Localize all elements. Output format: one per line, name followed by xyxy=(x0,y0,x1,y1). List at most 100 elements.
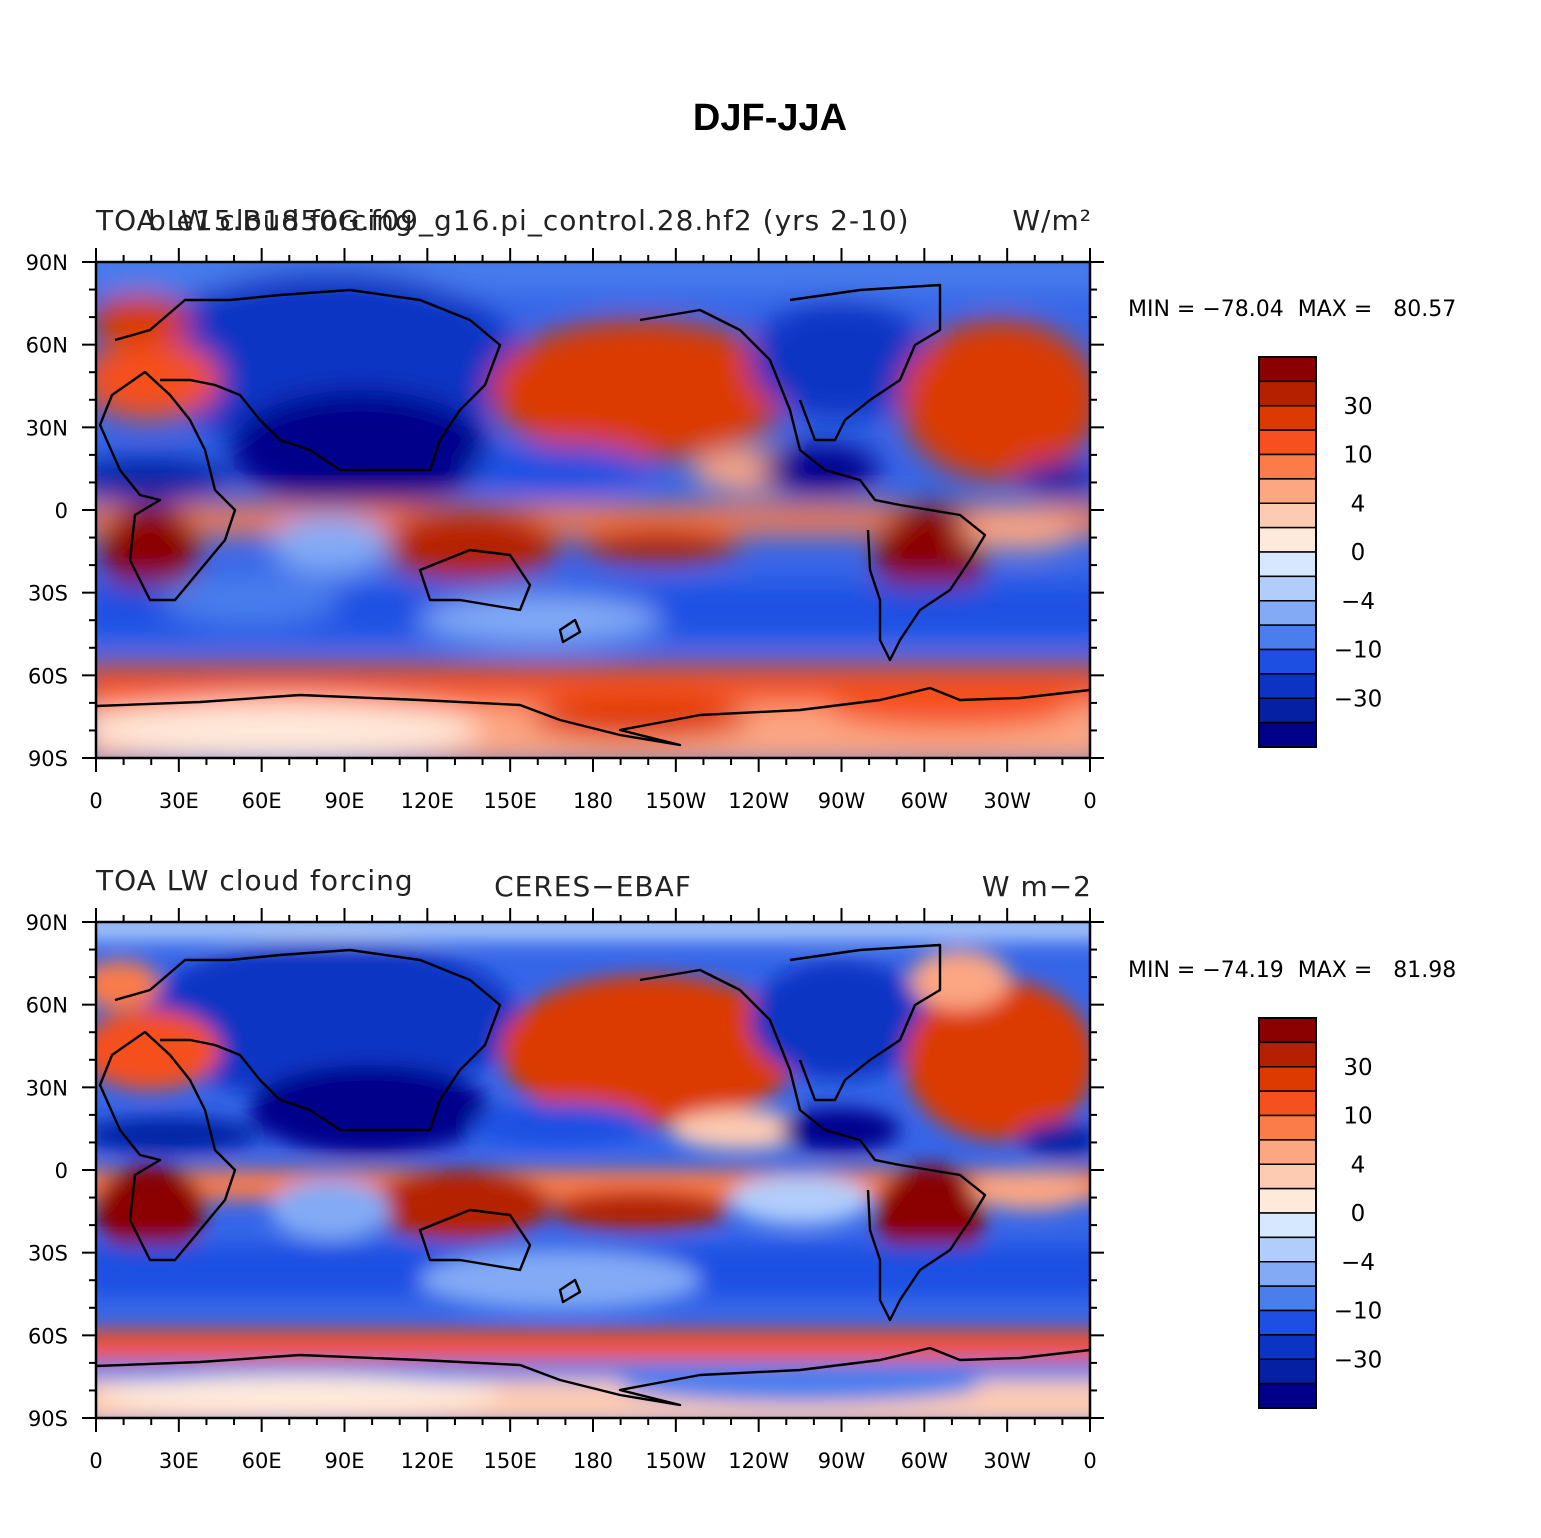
lat-tick-label: 60S xyxy=(28,664,68,688)
panel2-center-title: CERES−EBAF xyxy=(494,870,692,903)
colorbar-label: 10 xyxy=(1343,443,1372,469)
colorbar-swatch xyxy=(1258,1285,1317,1312)
colorbar-label: −10 xyxy=(1334,638,1383,664)
lon-tick-label: 120W xyxy=(728,789,789,813)
lat-tick-label: 90S xyxy=(28,747,68,771)
panel1-field xyxy=(96,262,1090,758)
colorbar-label: 10 xyxy=(1343,1104,1372,1130)
lon-tick-label: 30E xyxy=(159,789,199,813)
lat-tick-label: 90N xyxy=(26,911,68,935)
colorbar-swatch xyxy=(1258,673,1317,699)
lat-tick-label: 30N xyxy=(26,416,68,440)
panel1-min-max: MIN = −78.04 MAX = 80.57 xyxy=(1128,297,1456,322)
panel1-lon-labels: 0 30E 60E 90E 120E 150E 180 150W 120W 90W 60W 30W 0 xyxy=(89,789,1096,813)
colorbar-swatch xyxy=(1258,526,1317,553)
lon-tick-label: 30E xyxy=(159,1449,199,1473)
colorbar-swatch xyxy=(1258,1041,1317,1068)
lon-tick-label: 90E xyxy=(325,789,365,813)
colorbar-swatch xyxy=(1258,1017,1317,1044)
colorbar-label: 30 xyxy=(1343,1055,1372,1081)
colorbar-swatch xyxy=(1258,600,1317,626)
panel2-field xyxy=(96,922,1090,1418)
colorbar-swatch xyxy=(1258,1334,1317,1360)
colorbar-label: 0 xyxy=(1351,1201,1366,1227)
lat-tick-label: 60N xyxy=(26,994,68,1018)
colorbar-swatch xyxy=(1258,1358,1317,1385)
panel1-ticks xyxy=(82,248,1104,772)
panel2-ticks xyxy=(82,908,1104,1432)
colorbar-swatch xyxy=(1258,429,1317,456)
colorbar-label: −30 xyxy=(1334,1347,1383,1373)
lon-tick-label: 120E xyxy=(401,789,454,813)
colorbar-swatch xyxy=(1258,551,1317,578)
lon-tick-label: 180 xyxy=(573,789,613,813)
colorbar-label: −4 xyxy=(1341,589,1375,615)
colorbar-swatch xyxy=(1258,1090,1317,1117)
lon-tick-label: 30W xyxy=(983,789,1031,813)
colorbar-swatch xyxy=(1258,453,1317,480)
colorbar-frame xyxy=(1258,1017,1317,1409)
lon-tick-label: 60W xyxy=(901,789,949,813)
lon-tick-label: 0 xyxy=(89,1449,102,1473)
lat-tick-label: 90N xyxy=(26,251,68,275)
panel2-units: W m−2 xyxy=(982,870,1092,903)
panel1-center-title: b.e15.B1850G.f09_g16.pi_control.28.hf2 (… xyxy=(148,204,910,237)
colorbar-frame xyxy=(1258,356,1317,748)
lat-tick-label: 30S xyxy=(28,1242,68,1266)
panel2-left-title: TOA LW cloud forcing xyxy=(95,864,414,897)
lon-tick-label: 60E xyxy=(242,1449,282,1473)
panel2-lon-labels: 0 30E 60E 90E 120E 150E 180 150W 120W 90W 60W 30W 0 xyxy=(89,1449,1096,1473)
colorbar-swatch xyxy=(1258,502,1317,529)
panel1-lat-labels: 90N 60N 30N 0 30S 60S 90S xyxy=(26,251,68,771)
colorbar-label: −4 xyxy=(1341,1250,1375,1276)
lon-tick-label: 0 xyxy=(89,789,102,813)
colorbar-swatch xyxy=(1258,721,1317,748)
colorbar-swatch xyxy=(1258,648,1317,675)
colorbar-swatch xyxy=(1258,356,1317,383)
lon-tick-label: 180 xyxy=(573,1449,613,1473)
panel1-left-title: TOA LW cloud forcing xyxy=(95,204,414,237)
colorbar-swatch xyxy=(1258,575,1317,602)
lon-tick-label: 0 xyxy=(1083,1449,1096,1473)
lon-tick-label: 90W xyxy=(818,789,866,813)
colorbar-label: 30 xyxy=(1343,394,1372,420)
lon-tick-label: 150W xyxy=(645,789,706,813)
lon-tick-label: 90E xyxy=(325,1449,365,1473)
colorbar-swatch xyxy=(1258,1212,1317,1239)
colorbar-label: 4 xyxy=(1351,1152,1366,1178)
colorbar-swatch xyxy=(1258,1309,1317,1336)
colorbar-swatch xyxy=(1258,1236,1317,1263)
colorbar-swatch xyxy=(1258,1187,1317,1214)
lat-tick-label: 0 xyxy=(55,499,68,523)
lat-tick-label: 30N xyxy=(26,1076,68,1100)
lat-tick-label: 30S xyxy=(28,582,68,606)
colorbar-swatch xyxy=(1258,1066,1317,1092)
lon-tick-label: 120E xyxy=(401,1449,454,1473)
colorbar-swatch xyxy=(1258,380,1317,407)
panel-model: TOA LW cloud forcing b.e15.B1850G.f09_g1… xyxy=(26,204,1457,813)
panel1-units: W/m² xyxy=(1012,204,1092,237)
colorbar-swatch xyxy=(1258,1163,1317,1190)
colorbar-label: −10 xyxy=(1334,1299,1383,1325)
colorbar-label: 0 xyxy=(1351,540,1366,566)
colorbar-swatch xyxy=(1258,1114,1317,1141)
colorbar-label: 4 xyxy=(1351,491,1366,517)
lon-tick-label: 0 xyxy=(1083,789,1096,813)
lon-tick-label: 60E xyxy=(242,789,282,813)
figure-title: DJF-JJA xyxy=(693,97,847,139)
lat-tick-label: 0 xyxy=(55,1159,68,1183)
colorbar-swatch xyxy=(1258,405,1317,431)
colorbar-swatch xyxy=(1258,624,1317,651)
panel2-lat-labels: 90N 60N 30N 0 30S 60S 90S xyxy=(26,911,68,1431)
lon-tick-label: 120W xyxy=(728,1449,789,1473)
lon-tick-label: 60W xyxy=(901,1449,949,1473)
panel-obs: TOA LW cloud forcing CERES−EBAF W m−2 xyxy=(26,864,1457,1473)
lon-tick-label: 150E xyxy=(483,1449,536,1473)
lat-tick-label: 60N xyxy=(26,334,68,358)
panel1-colorbar: 30 10 4 0 −4 −10 −30 xyxy=(1258,356,1383,748)
colorbar-label: −30 xyxy=(1334,686,1383,712)
colorbar-swatch xyxy=(1258,697,1317,724)
colorbar-swatch xyxy=(1258,478,1317,504)
panel2-colorbar: 30 10 4 0 −4 −10 −30 xyxy=(1258,1017,1383,1409)
lon-tick-label: 150E xyxy=(483,789,536,813)
